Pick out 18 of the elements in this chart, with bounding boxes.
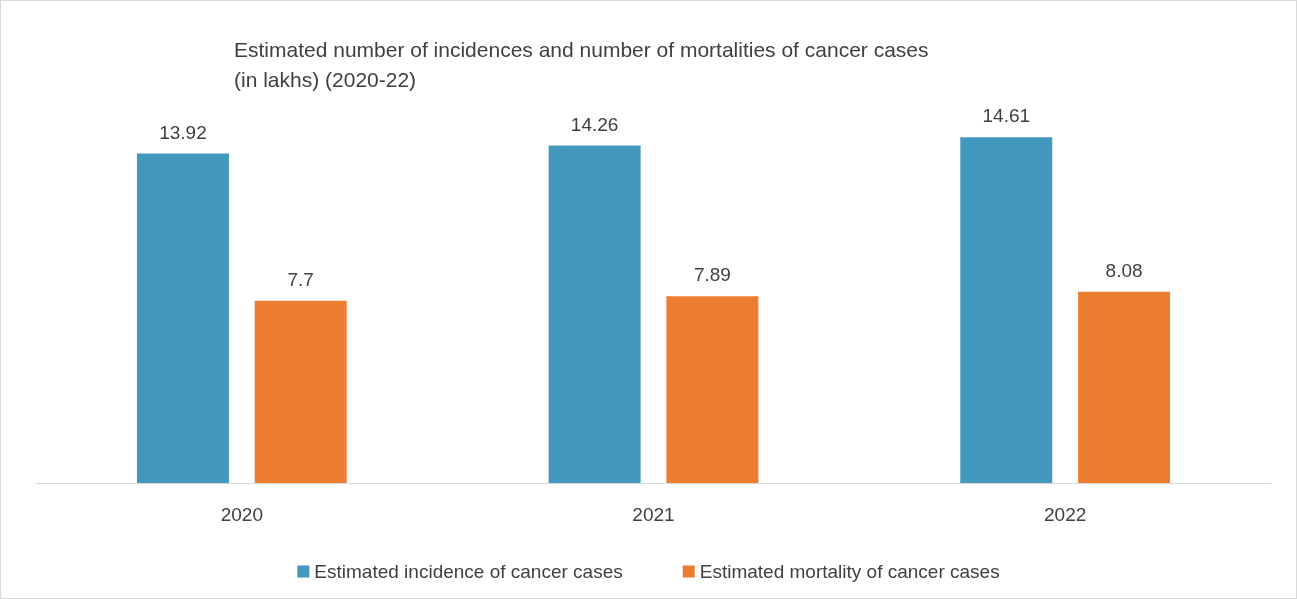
data-label: 8.08 (1105, 259, 1143, 281)
data-label: 7.89 (693, 264, 731, 286)
bar (666, 296, 759, 483)
x-tick-label: 2021 (632, 504, 675, 525)
bar (1078, 291, 1171, 483)
data-label: 7.7 (287, 268, 314, 290)
bar (960, 137, 1053, 483)
x-tick-label: 2022 (1044, 504, 1087, 525)
chart-title: Estimated number of incidences and number of mortalities of cancer cases (in lakhs) (2020-22) (234, 37, 929, 91)
data-label: 14.26 (570, 113, 619, 135)
bar (548, 145, 641, 483)
legend-label: Estimated mortality of cancer cases (699, 561, 1000, 582)
data-label: 13.92 (159, 121, 207, 143)
bar (136, 153, 229, 483)
legend-label: Estimated incidence of cancer cases (314, 561, 623, 582)
data-label: 14.61 (982, 105, 1031, 127)
x-tick-label: 2020 (220, 504, 263, 525)
bar (254, 300, 347, 483)
